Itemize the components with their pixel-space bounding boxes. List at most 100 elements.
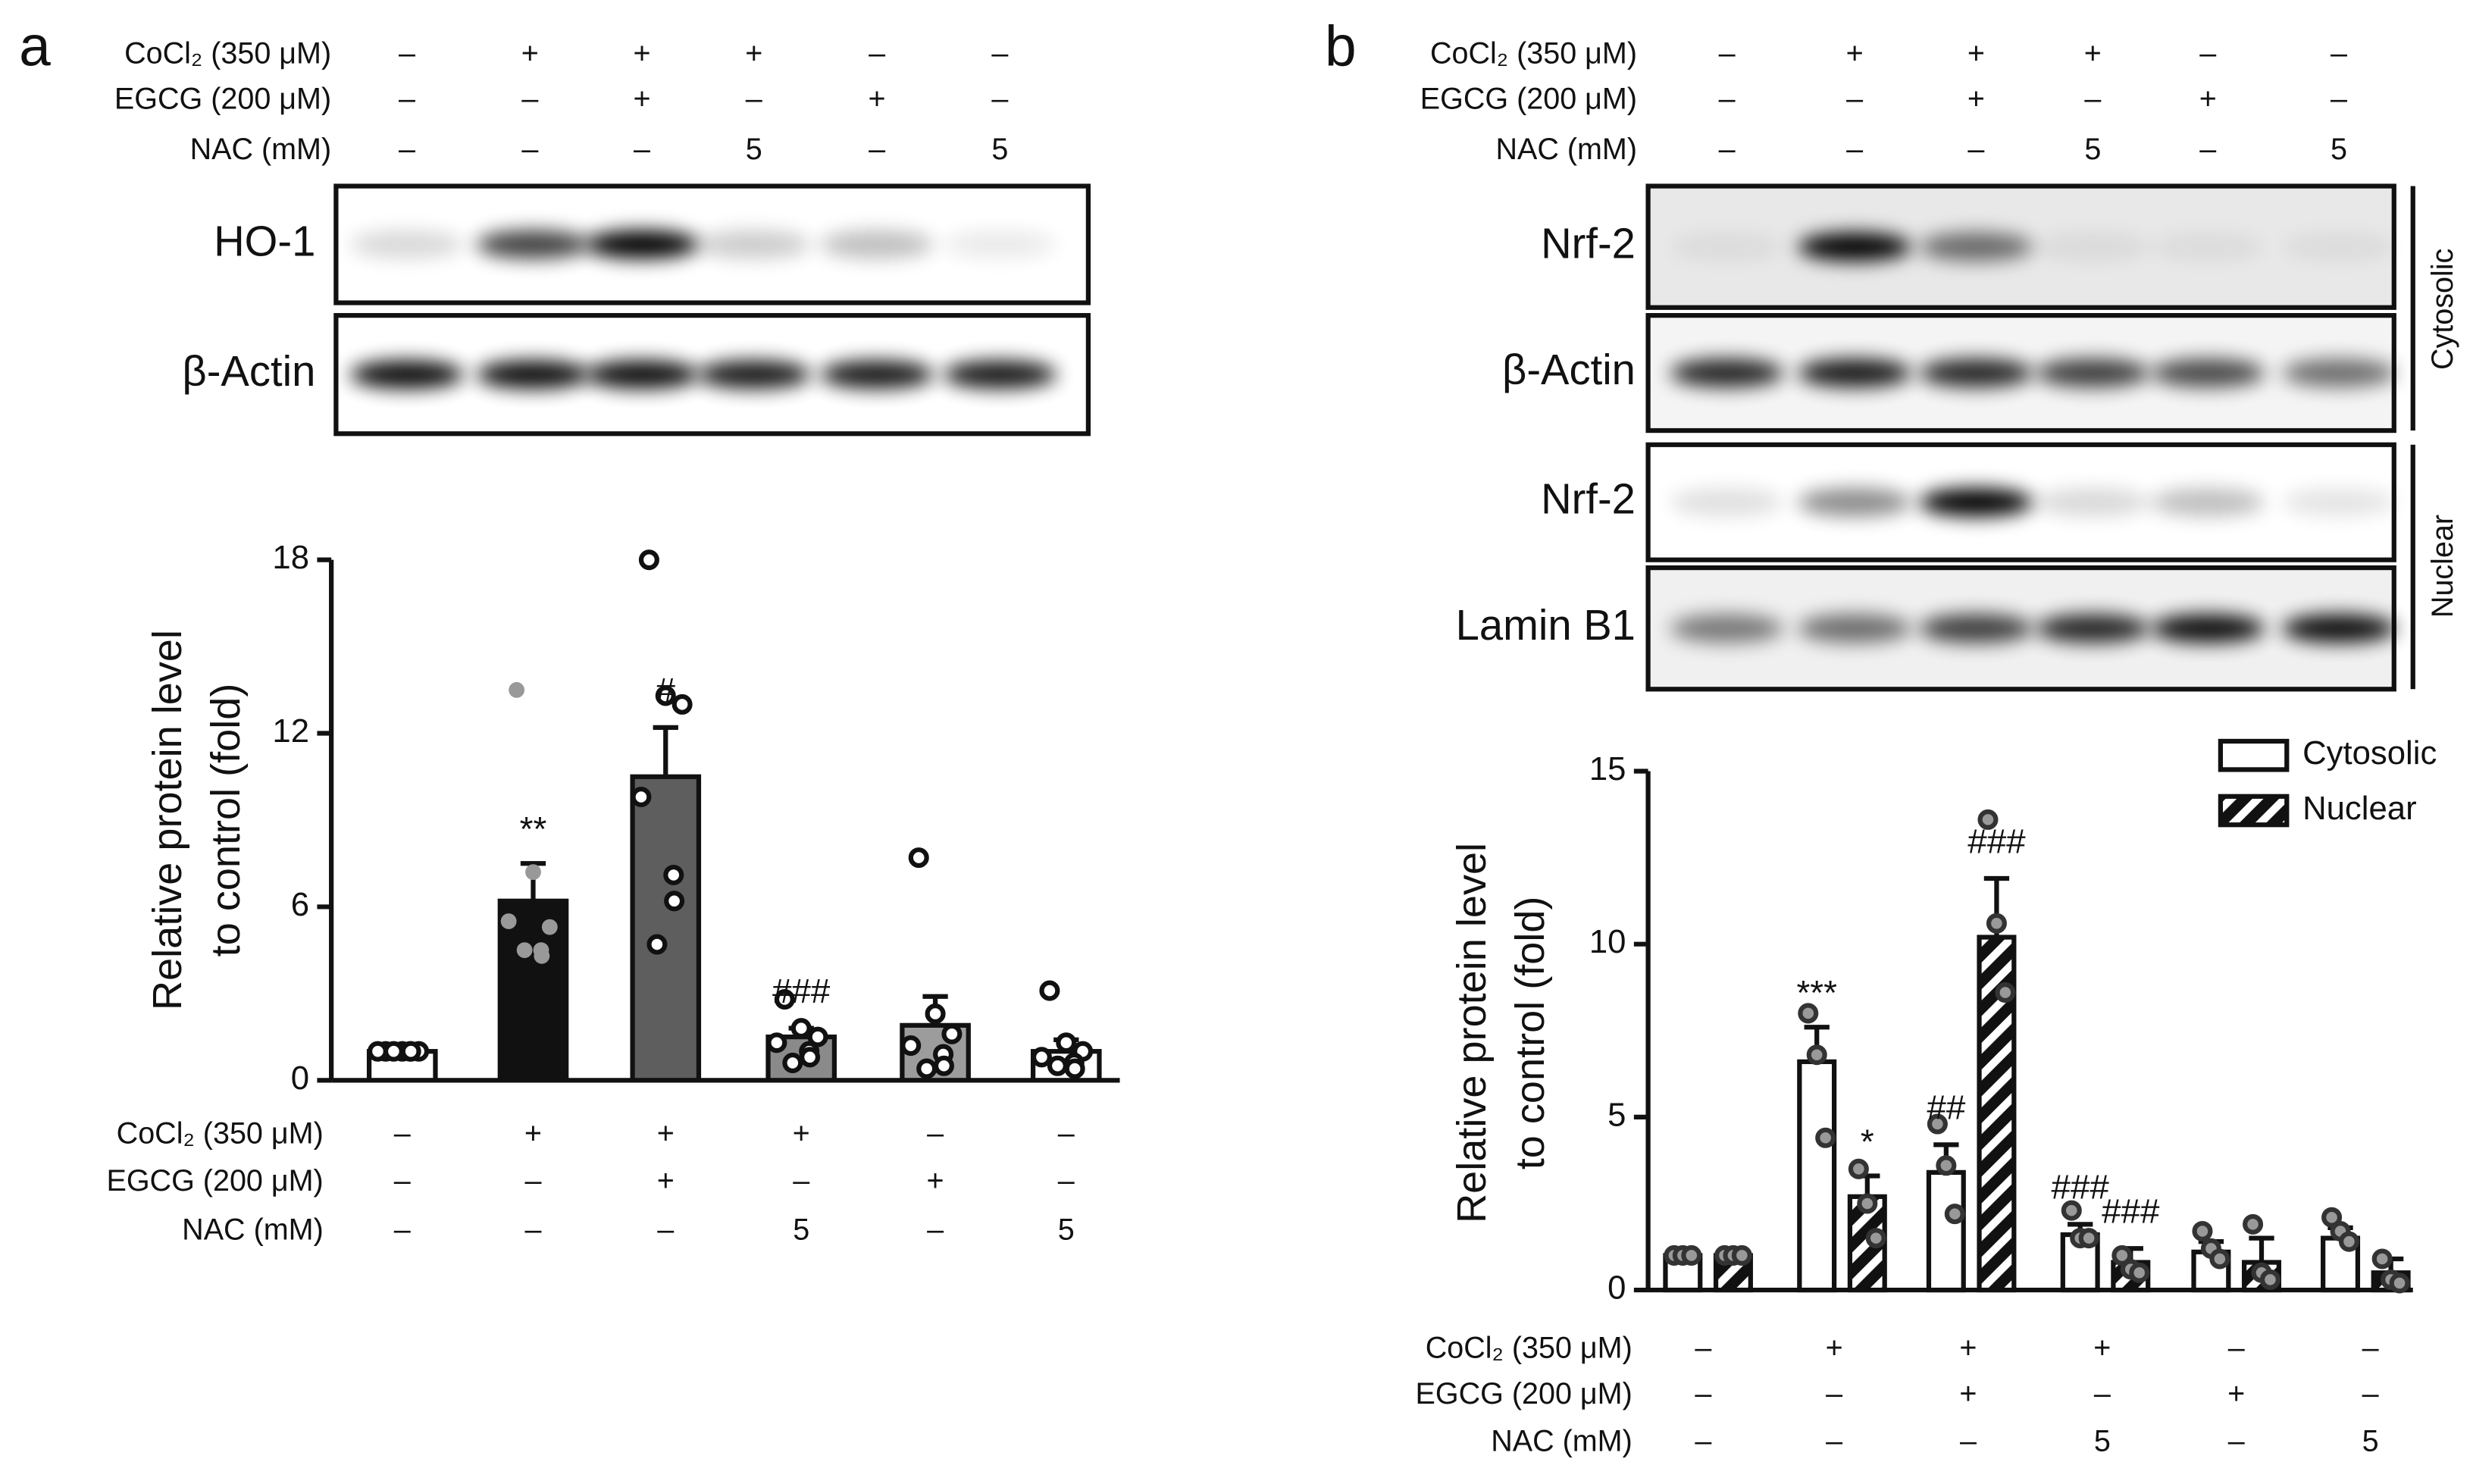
treatment-value: – <box>1846 133 1863 166</box>
treatment-value: + <box>1967 83 1985 116</box>
treatment-value: + <box>2199 83 2217 116</box>
treatment-label: CoCl₂ (350 μM) <box>117 1117 324 1151</box>
treatment-value: – <box>634 133 650 166</box>
treatment-value: 5 <box>1058 1213 1075 1247</box>
treatment-value: – <box>524 1213 541 1247</box>
data-point <box>1944 1204 1965 1225</box>
data-point <box>1995 982 2016 1003</box>
data-point <box>2371 1248 2393 1270</box>
blot-label: β-Actin <box>182 347 315 395</box>
data-point <box>900 1035 922 1057</box>
data-point <box>1936 1155 1957 1176</box>
treatment-value: – <box>869 36 885 70</box>
data-point <box>1056 1032 1077 1054</box>
y-tick-label: 15 <box>1589 750 1626 787</box>
data-point <box>2259 1269 2280 1290</box>
treatment-label: NAC (mM) <box>190 133 332 166</box>
blot-band <box>2036 614 2150 643</box>
blot-band <box>2036 232 2150 261</box>
treatment-value: – <box>2331 83 2347 116</box>
annotation: ** <box>520 810 547 849</box>
data-point <box>534 947 550 964</box>
treatment-value: – <box>2362 1377 2379 1410</box>
annotation: ### <box>772 972 831 1010</box>
treatment-value: – <box>521 83 538 116</box>
data-point <box>925 1003 946 1025</box>
blot-band <box>820 360 934 389</box>
data-point <box>2061 1200 2082 1221</box>
treatment-value: + <box>793 1117 810 1151</box>
treatment-value: + <box>657 1164 675 1198</box>
treatment-value: – <box>2228 1424 2245 1457</box>
data-point <box>1986 913 2007 934</box>
treatment-value: + <box>2227 1377 2245 1410</box>
blot-label: Nrf-2 <box>1541 475 1636 523</box>
treatment-value: + <box>2084 36 2102 70</box>
blot-band <box>2151 614 2265 643</box>
treatment-value: – <box>1719 36 1736 70</box>
blot-band <box>697 360 811 389</box>
y-axis-label: to control (fold) <box>203 684 249 957</box>
data-point <box>1798 1003 1819 1024</box>
y-tick-label: 5 <box>1607 1096 1626 1133</box>
treatment-value: 5 <box>746 133 762 166</box>
treatment-value: – <box>399 83 415 116</box>
bar <box>630 774 702 1083</box>
bar <box>1926 1169 1966 1293</box>
treatment-value: + <box>634 83 651 116</box>
data-point <box>1806 1044 1827 1066</box>
y-tick-label: 6 <box>291 886 309 923</box>
treatment-value: 5 <box>991 133 1008 166</box>
data-point <box>2338 1231 2360 1252</box>
blot-band <box>2282 614 2396 643</box>
treatment-label: EGCG (200 μM) <box>114 83 331 116</box>
data-point <box>2078 1228 2099 1249</box>
blot-band <box>476 230 590 259</box>
treatment-value: – <box>991 83 1008 116</box>
blot-band <box>2036 358 2150 387</box>
treatment-value: + <box>1826 1332 1843 1365</box>
data-point <box>383 1041 404 1062</box>
data-point <box>2209 1248 2230 1270</box>
data-point <box>941 1023 963 1044</box>
data-point <box>774 988 795 1010</box>
treatment-value: – <box>394 1213 411 1247</box>
treatment-value: + <box>634 36 651 70</box>
data-point <box>807 1026 828 1047</box>
treatment-value: – <box>1719 83 1736 116</box>
data-point <box>516 942 533 959</box>
blot-band <box>2036 487 2150 517</box>
y-axis-label: to control (fold) <box>1507 897 1553 1170</box>
treatment-value: – <box>2094 1377 2111 1410</box>
annotation: * <box>1861 1122 1874 1161</box>
data-point <box>655 685 676 706</box>
data-point <box>2389 1273 2410 1294</box>
data-point <box>1977 809 1999 830</box>
y-axis-label: Relative protein level <box>1449 843 1495 1223</box>
blot-band <box>1798 487 1912 517</box>
treatment-label: CoCl₂ (350 μM) <box>124 36 331 70</box>
treatment-value: – <box>2228 1332 2245 1365</box>
treatment-value: – <box>1695 1332 1711 1365</box>
data-point <box>2321 1207 2343 1228</box>
blot-band <box>2151 358 2265 387</box>
y-tick-label: 18 <box>272 539 309 576</box>
treatment-value: – <box>1826 1377 1842 1410</box>
annotation: ### <box>2102 1192 2160 1231</box>
treatment-value: – <box>2084 83 2101 116</box>
data-point <box>541 919 558 935</box>
data-point <box>1047 1055 1068 1076</box>
treatment-value: – <box>1058 1117 1075 1151</box>
data-point <box>1039 980 1060 1001</box>
y-tick-label: 12 <box>272 712 309 750</box>
data-point <box>1857 1193 1878 1214</box>
treatment-value: + <box>657 1117 675 1151</box>
y-axis-label: Relative protein level <box>145 630 190 1010</box>
panel-label: b <box>1325 14 1357 77</box>
treatment-value: – <box>2199 36 2216 70</box>
blot-band <box>2282 487 2396 517</box>
treatment-value: – <box>394 1117 411 1151</box>
blot-band <box>1919 487 2033 517</box>
data-point <box>664 891 685 912</box>
data-point <box>2243 1213 2264 1235</box>
